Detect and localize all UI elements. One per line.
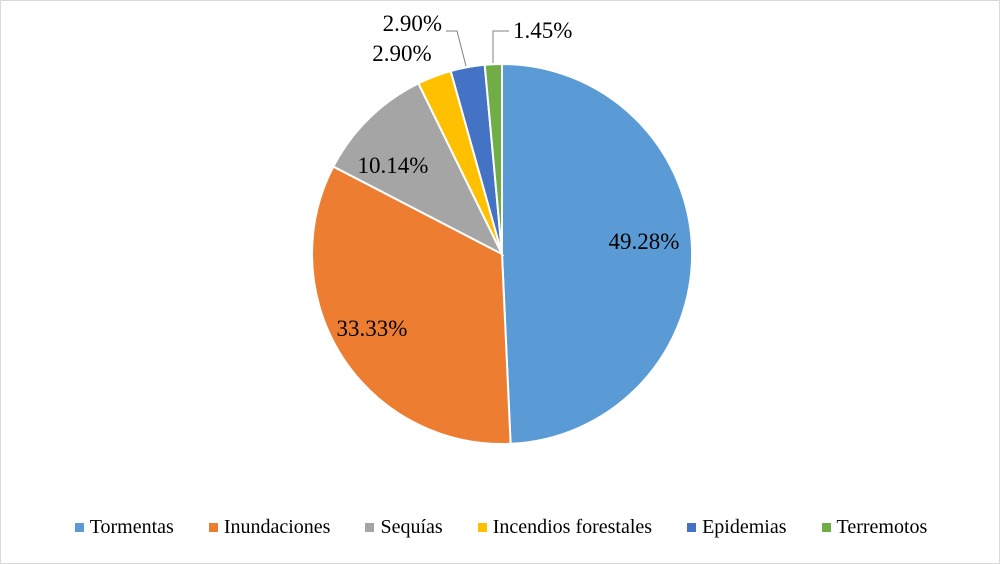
svg-text:1.45%: 1.45%	[513, 18, 572, 43]
svg-text:2.90%: 2.90%	[372, 41, 431, 66]
svg-text:49.28%: 49.28%	[609, 229, 680, 254]
svg-text:2.90%: 2.90%	[383, 11, 442, 36]
svg-text:10.14%: 10.14%	[358, 153, 429, 178]
svg-text:33.33%: 33.33%	[337, 316, 408, 341]
